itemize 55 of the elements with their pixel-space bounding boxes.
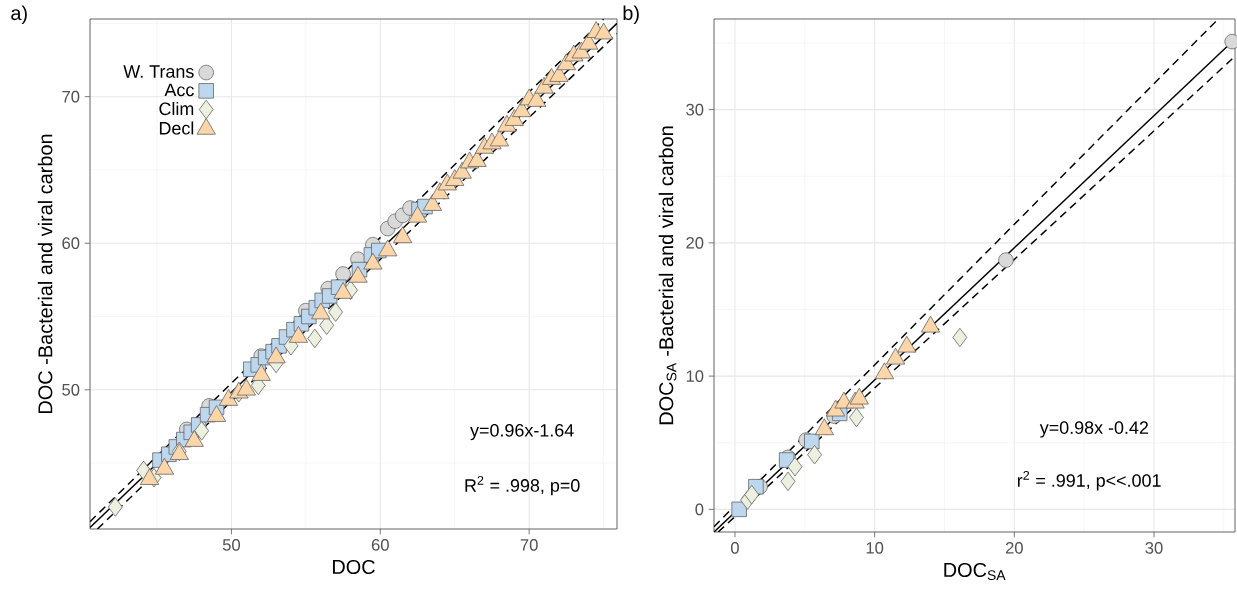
x-tick-label: 0 (730, 542, 739, 554)
point (489, 129, 509, 147)
chart-title: a) (11, 5, 27, 25)
point (998, 252, 1014, 268)
chart-title: b) (623, 5, 639, 25)
x-tick-label: 10 (866, 542, 884, 554)
x-axis-title: DOC$_{SA}$ (944, 562, 1006, 581)
point (107, 497, 123, 517)
point (549, 65, 569, 82)
y-tick-label: 30 (686, 103, 704, 116)
point (348, 265, 368, 283)
point (194, 421, 210, 441)
x-tick-label: 50 (222, 539, 241, 551)
point (804, 433, 820, 450)
point (594, 22, 614, 40)
y-axis-title: DOC$_{SA}$ -Bacterial and viral carbon (658, 126, 677, 425)
y-axis-title: DOC -Bacterial and viral carbon (37, 134, 53, 414)
point (407, 205, 428, 223)
y-tick-label: 50 (62, 383, 80, 396)
point (333, 282, 353, 299)
legend-label: Clim (159, 101, 194, 116)
point (422, 194, 443, 211)
point (952, 327, 968, 348)
point (579, 32, 599, 50)
point (780, 471, 796, 492)
point (512, 100, 532, 118)
legend-label: Acc (164, 83, 194, 97)
annotation: r$^{2}$ = .991, p<<.001 (1017, 470, 1161, 491)
y-tick-label: 60 (62, 237, 80, 250)
x-axis-title: DOC (332, 559, 375, 574)
legend-label: Decl (159, 121, 194, 135)
point (307, 328, 323, 349)
point (787, 457, 803, 477)
y-tick-label: 10 (686, 370, 704, 382)
point (807, 445, 822, 465)
point (393, 226, 413, 244)
point (849, 407, 864, 428)
point (731, 501, 747, 518)
legend-label: W. Trans (123, 65, 194, 78)
x-tick-label: 20 (1005, 542, 1023, 554)
point (335, 266, 351, 282)
point (328, 302, 344, 322)
y-tick-label: 0 (695, 503, 704, 516)
point (311, 302, 331, 320)
x-tick-label: 70 (520, 539, 538, 551)
annotation: y=0.98x -0.42 (1039, 421, 1149, 438)
point (378, 239, 398, 257)
x-tick-label: 60 (371, 539, 389, 551)
x-tick-label: 30 (1145, 542, 1163, 554)
point (744, 484, 760, 505)
annotation: R$^{2}$ = .998, p=0 (465, 475, 580, 496)
annotation: y=0.96x-1.64 (470, 423, 574, 441)
y-tick-label: 70 (62, 90, 80, 103)
point (363, 252, 383, 270)
y-tick-label: 20 (686, 236, 704, 249)
